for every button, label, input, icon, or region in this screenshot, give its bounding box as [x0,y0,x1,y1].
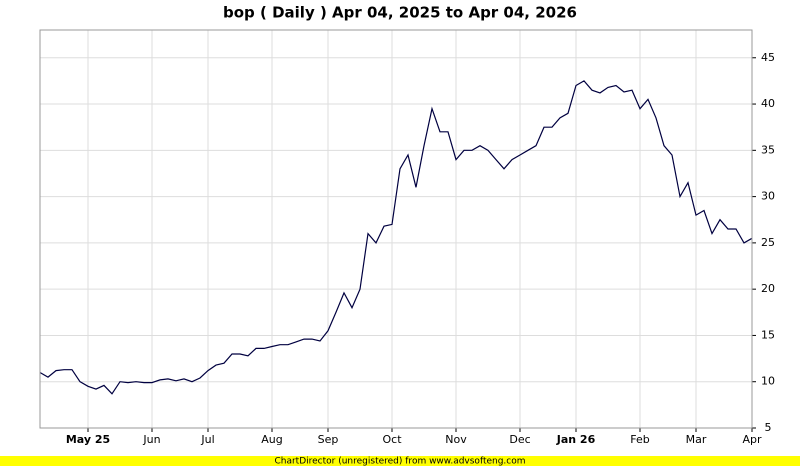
y-tick-label: 35 [761,143,775,156]
x-tick-label: Nov [445,433,467,446]
y-tick-label: 40 [761,97,775,110]
y-tick-label: 30 [761,190,775,203]
y-tick-label: 15 [761,328,775,341]
footer-band [0,456,800,466]
plot-area [39,29,753,429]
x-tick-label: Sep [318,433,339,446]
y-tick-label: 25 [761,236,775,249]
data-line [39,80,753,395]
y-tick-label: 45 [761,51,775,64]
x-tick-label: Oct [382,433,402,446]
y-tick-label: 10 [761,375,775,388]
x-tick-label: Aug [261,433,282,446]
y-tick-label: 5 [765,421,772,434]
x-tick-label: Apr [742,433,762,446]
chart-title: bop ( Daily ) Apr 04, 2025 to Apr 04, 20… [223,4,577,22]
x-tick-label: May 25 [66,433,110,446]
x-tick-label: Jan 26 [556,433,596,446]
footnote: ChartDirector (unregistered) from www.ad… [274,457,525,466]
x-tick-label: Jun [142,433,160,446]
y-tick-label: 20 [761,282,775,295]
x-tick-label: Mar [686,433,707,446]
x-tick-label: Feb [630,433,649,446]
x-tick-label: Jul [200,433,214,446]
x-tick-label: Dec [509,433,530,446]
